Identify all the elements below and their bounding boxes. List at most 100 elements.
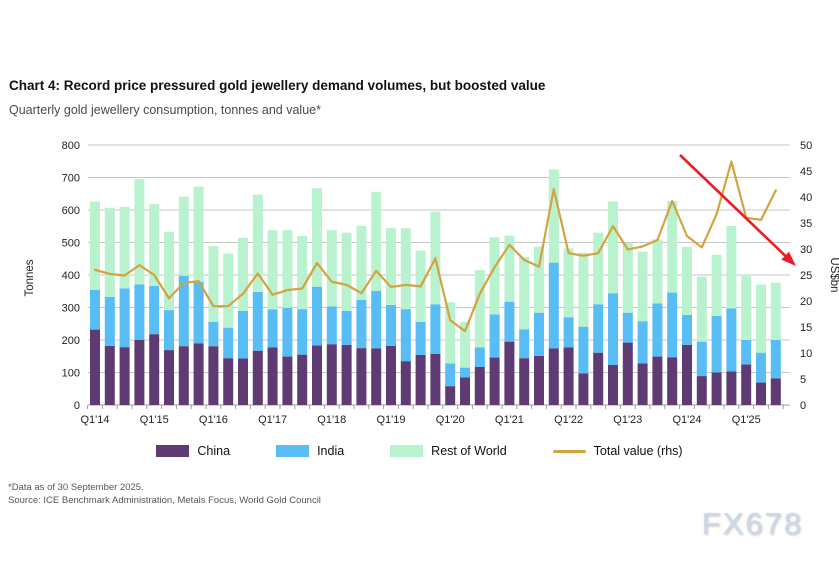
x-axis-labels: Q1'14 Q1'15 Q1'16 Q1'17 Q1'18 Q1'19 Q1'20 Q1'21… — [80, 414, 760, 426]
bar-segment-rest-of-world — [371, 191, 382, 291]
bar-segment-rest-of-world — [741, 275, 752, 340]
bar-segment-rest-of-world — [223, 253, 234, 328]
bar-segment-rest-of-world — [682, 246, 692, 315]
bar-segment-china — [119, 347, 130, 405]
bar-segment-rest-of-world — [608, 201, 618, 294]
left-tick-label: 600 — [62, 205, 80, 217]
bar-segment-china — [682, 344, 692, 405]
bar-segment-rest-of-world — [356, 225, 367, 301]
bar-segment-china — [711, 372, 722, 405]
bar-segment-china — [90, 329, 100, 405]
bar-segment-india — [134, 284, 145, 340]
bar-segment-rest-of-world — [400, 228, 411, 310]
bar-segment-china — [164, 350, 174, 405]
left-tick-label: 700 — [62, 173, 80, 185]
x-tick-label: Q1'21 — [495, 414, 524, 426]
left-tick-label: 100 — [62, 368, 80, 380]
bar-segment-china — [637, 363, 648, 405]
x-tick-label: Q1'16 — [199, 414, 228, 426]
legend-label: India — [317, 444, 345, 458]
bar-segment-rest-of-world — [341, 232, 352, 311]
bar-segment-rest-of-world — [474, 270, 485, 348]
chart-title: Chart 4: Record price pressured gold jew… — [9, 78, 546, 93]
bar-segment-china — [193, 343, 204, 405]
bar-segment-china — [297, 354, 308, 405]
bar-segment-rest-of-world — [386, 228, 396, 305]
bar-segment-india — [711, 315, 722, 373]
bar-segment-india — [252, 291, 263, 351]
bar-segment-india — [297, 309, 308, 355]
x-tick-label: Q1'15 — [140, 414, 169, 426]
bar-segment-rest-of-world — [593, 232, 604, 305]
right-tick-label: 25 — [800, 270, 812, 282]
bar-segment-india — [696, 341, 707, 377]
bar-segment-china — [238, 358, 248, 405]
bar-segment-india — [178, 275, 189, 347]
bar-segment-china — [548, 348, 559, 405]
bar-segment-rest-of-world — [208, 246, 219, 322]
bar-segment-rest-of-world — [667, 200, 678, 293]
bar-segment-china — [593, 352, 604, 405]
left-tick-label: 0 — [74, 400, 80, 412]
legend-label: Total value (rhs) — [593, 444, 683, 458]
bar-segment-india — [652, 303, 663, 357]
legend-item-rest-of-world: Rest of World — [390, 444, 507, 458]
bar-segment-india — [119, 288, 130, 348]
bar-segment-india — [430, 304, 441, 354]
footnote-data-asof: *Data as of 30 September 2025. — [8, 482, 144, 493]
right-tick-label: 50 — [800, 140, 812, 152]
bar-segment-india — [770, 340, 781, 379]
bar-segment-china — [371, 348, 382, 405]
legend-label: China — [197, 444, 231, 458]
x-ticks — [87, 405, 784, 409]
bar-segment-rest-of-world — [696, 276, 707, 342]
bar-segment-china — [312, 345, 322, 405]
bar-segment-rest-of-world — [519, 256, 530, 330]
right-tick-label: 35 — [800, 218, 812, 230]
bar-segment-india — [208, 321, 219, 347]
bar-segment-india — [371, 290, 382, 349]
bar-segment-rest-of-world — [119, 206, 130, 289]
x-tick-label: Q1'20 — [436, 414, 465, 426]
chart-legend: China India Rest of World Total value (rhs) — [0, 444, 839, 458]
bar-segment-rest-of-world — [178, 196, 189, 276]
bar-segment-china — [741, 364, 752, 405]
bar-segment-china — [608, 365, 618, 405]
bar-segment-rest-of-world — [134, 179, 145, 285]
bar-segment-rest-of-world — [282, 230, 293, 308]
legend-swatch — [276, 445, 310, 457]
bar-segment-india — [460, 367, 470, 378]
bar-segment-rest-of-world — [193, 186, 204, 282]
right-tick-label: 15 — [800, 322, 812, 334]
bar-segment-china — [460, 377, 470, 405]
bar-segment-rest-of-world — [711, 254, 722, 316]
bar-segment-india — [474, 347, 485, 367]
x-tick-label: Q1'14 — [80, 414, 109, 426]
bar-segment-rest-of-world — [726, 225, 737, 309]
bar-segment-china — [519, 358, 530, 405]
bar-segment-rest-of-world — [238, 237, 248, 311]
bar-segment-rest-of-world — [164, 231, 174, 311]
bar-segment-rest-of-world — [652, 239, 663, 304]
bar-segment-india — [164, 310, 174, 351]
footnote-source: Source: ICE Benchmark Administration, Me… — [8, 494, 321, 506]
bar-segment-rest-of-world — [149, 204, 160, 287]
bar-segment-india — [90, 289, 100, 330]
bar-segment-china — [504, 341, 515, 405]
bar-segment-rest-of-world — [445, 302, 456, 364]
bar-segment-india — [282, 307, 293, 357]
legend-swatch — [156, 445, 190, 457]
bar-segment-china — [400, 361, 411, 405]
bar-segment-china — [652, 356, 663, 405]
bar-segment-rest-of-world — [326, 230, 337, 307]
x-tick-label: Q1'17 — [258, 414, 287, 426]
bar-segment-india — [563, 317, 574, 348]
bar-segment-india — [741, 340, 752, 365]
trend-arrow-head — [781, 251, 796, 266]
right-tick-label: 5 — [800, 374, 806, 386]
bar-segment-india — [548, 262, 559, 349]
legend-label: Rest of World — [431, 444, 507, 458]
bar-segment-india — [312, 286, 322, 346]
bar-segment-india — [608, 293, 618, 366]
